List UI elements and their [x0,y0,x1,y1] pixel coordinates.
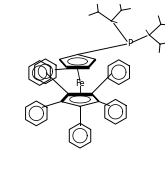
Polygon shape [61,94,69,103]
Text: Fe: Fe [75,79,85,88]
Text: P: P [127,39,132,48]
